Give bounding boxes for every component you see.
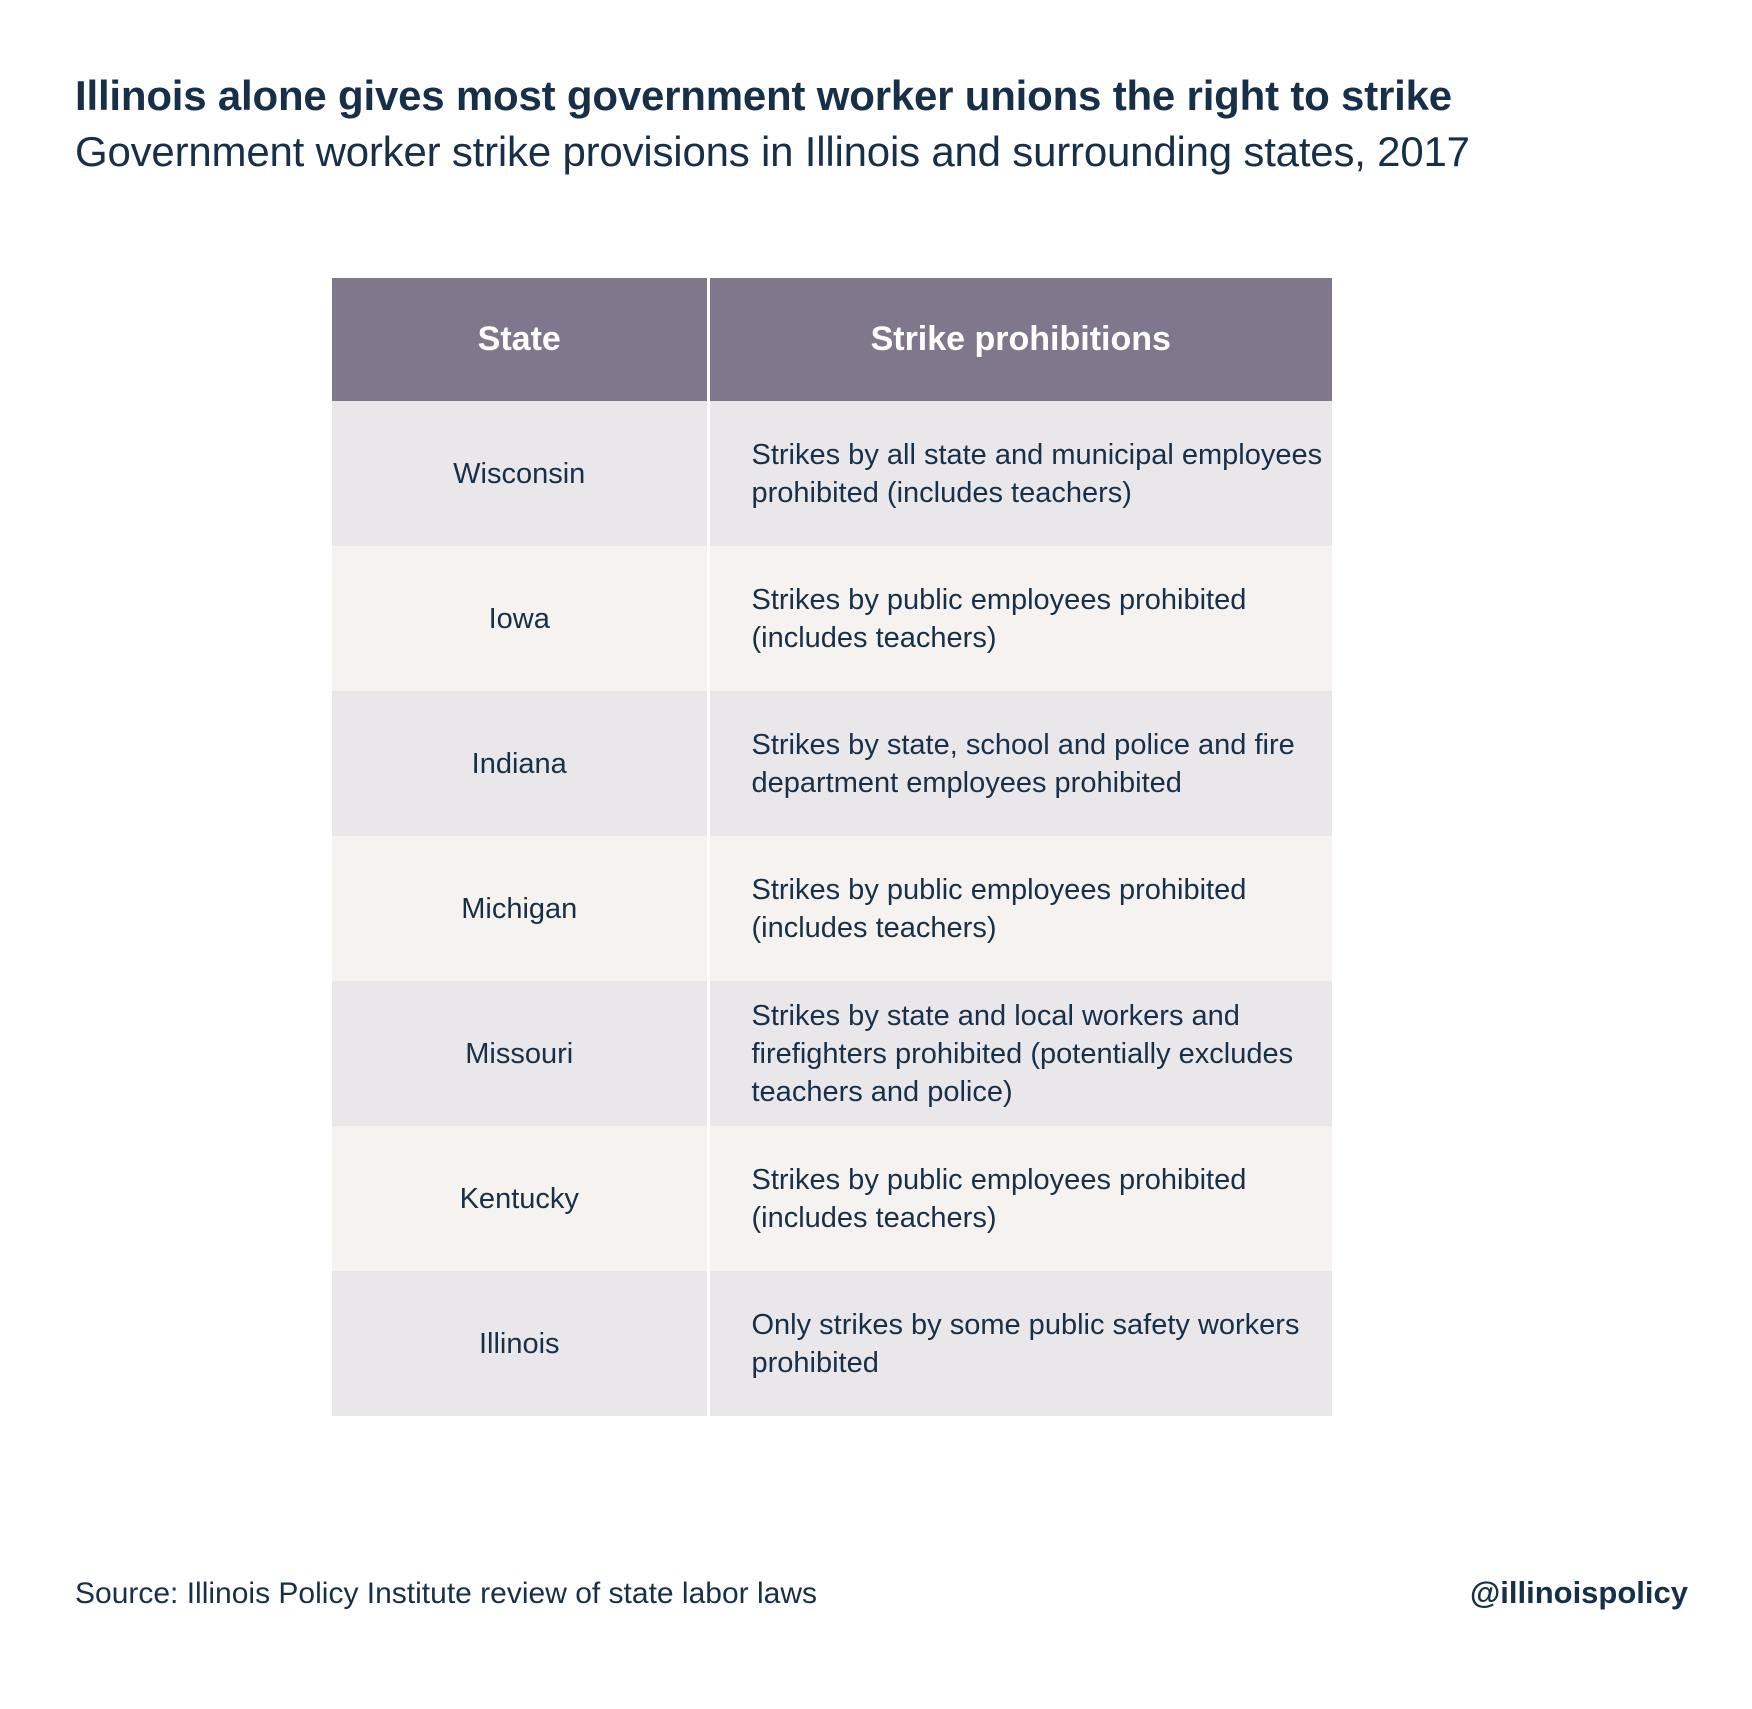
column-header-strike-prohibitions: Strike prohibitions [706,278,1332,401]
prohibition-cell: Strikes by public employees prohibited (… [706,1126,1332,1271]
prohibition-cell: Only strikes by some public safety worke… [706,1271,1332,1416]
state-cell: Iowa [332,546,708,691]
strike-provisions-table: State Strike prohibitions Wisconsin Stri… [332,278,1332,1416]
prohibition-cell: Strikes by public employees prohibited (… [706,546,1332,691]
state-cell: Michigan [332,836,708,981]
table-row: Wisconsin Strikes by all state and munic… [332,401,1332,546]
column-header-state: State [332,278,708,401]
table-row: Missouri Strikes by state and local work… [332,981,1332,1126]
prohibition-cell: Strikes by public employees prohibited (… [706,836,1332,981]
state-cell: Missouri [332,981,708,1126]
chart-subtitle: Government worker strike provisions in I… [75,128,1470,175]
state-cell: Illinois [332,1271,708,1416]
state-cell: Indiana [332,691,708,836]
table-row: Michigan Strikes by public employees pro… [332,836,1332,981]
chart-title: Illinois alone gives most government wor… [75,72,1452,119]
table-row: Illinois Only strikes by some public saf… [332,1271,1332,1416]
table-header-row: State Strike prohibitions [332,278,1332,401]
source-note: Source: Illinois Policy Institute review… [75,1577,817,1610]
social-handle: @illinoispolicy [1470,1575,1688,1610]
strike-provisions-table-container: State Strike prohibitions Wisconsin Stri… [332,278,1332,1416]
table-row: Indiana Strikes by state, school and pol… [332,691,1332,836]
table-row: Iowa Strikes by public employees prohibi… [332,546,1332,691]
prohibition-cell: Strikes by state and local workers and f… [706,981,1332,1126]
state-cell: Kentucky [332,1126,708,1271]
prohibition-cell: Strikes by state, school and police and … [706,691,1332,836]
prohibition-cell: Strikes by all state and municipal emplo… [706,401,1332,546]
state-cell: Wisconsin [332,401,708,546]
table-row: Kentucky Strikes by public employees pro… [332,1126,1332,1271]
